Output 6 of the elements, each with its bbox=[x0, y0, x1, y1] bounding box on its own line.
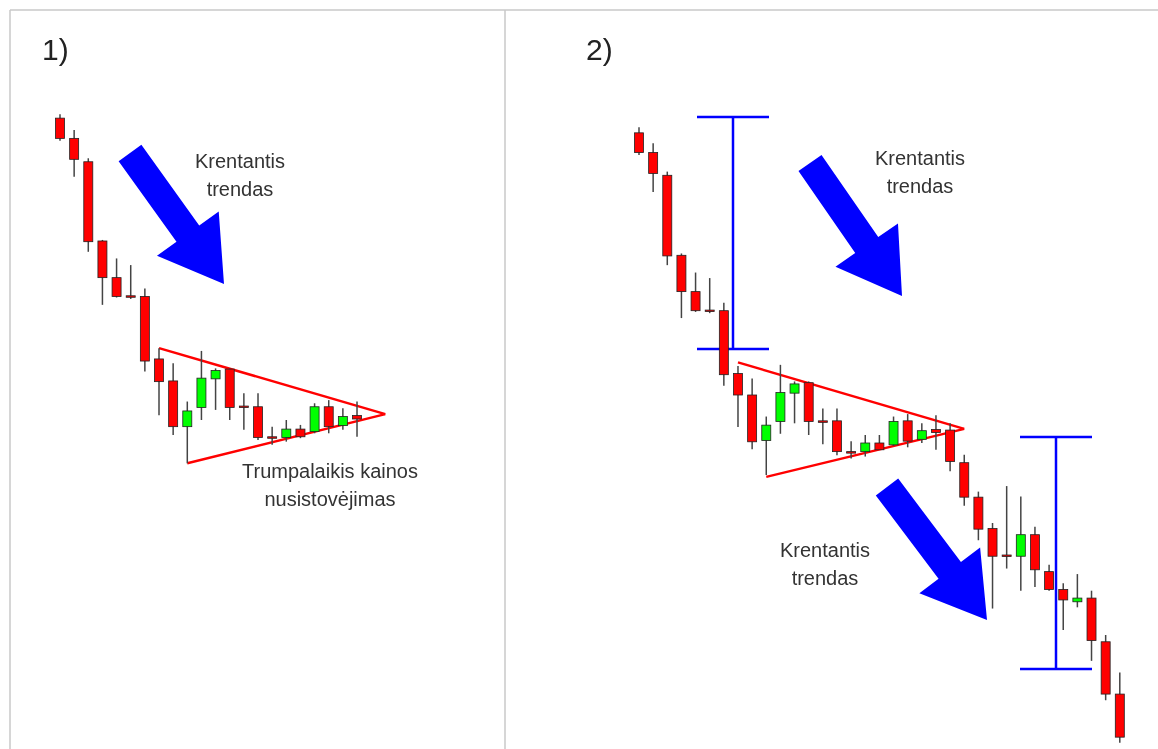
chart-title: 2) bbox=[586, 33, 613, 66]
annotation: Krentantis trendas bbox=[779, 539, 871, 589]
annotation: Trumpalaikis kainos nusistovėjimas bbox=[242, 460, 418, 510]
annotation: Krentantis trendas bbox=[194, 150, 286, 200]
chart-title: 1) bbox=[42, 33, 69, 66]
annotation: Krentantis trendas bbox=[874, 147, 966, 197]
